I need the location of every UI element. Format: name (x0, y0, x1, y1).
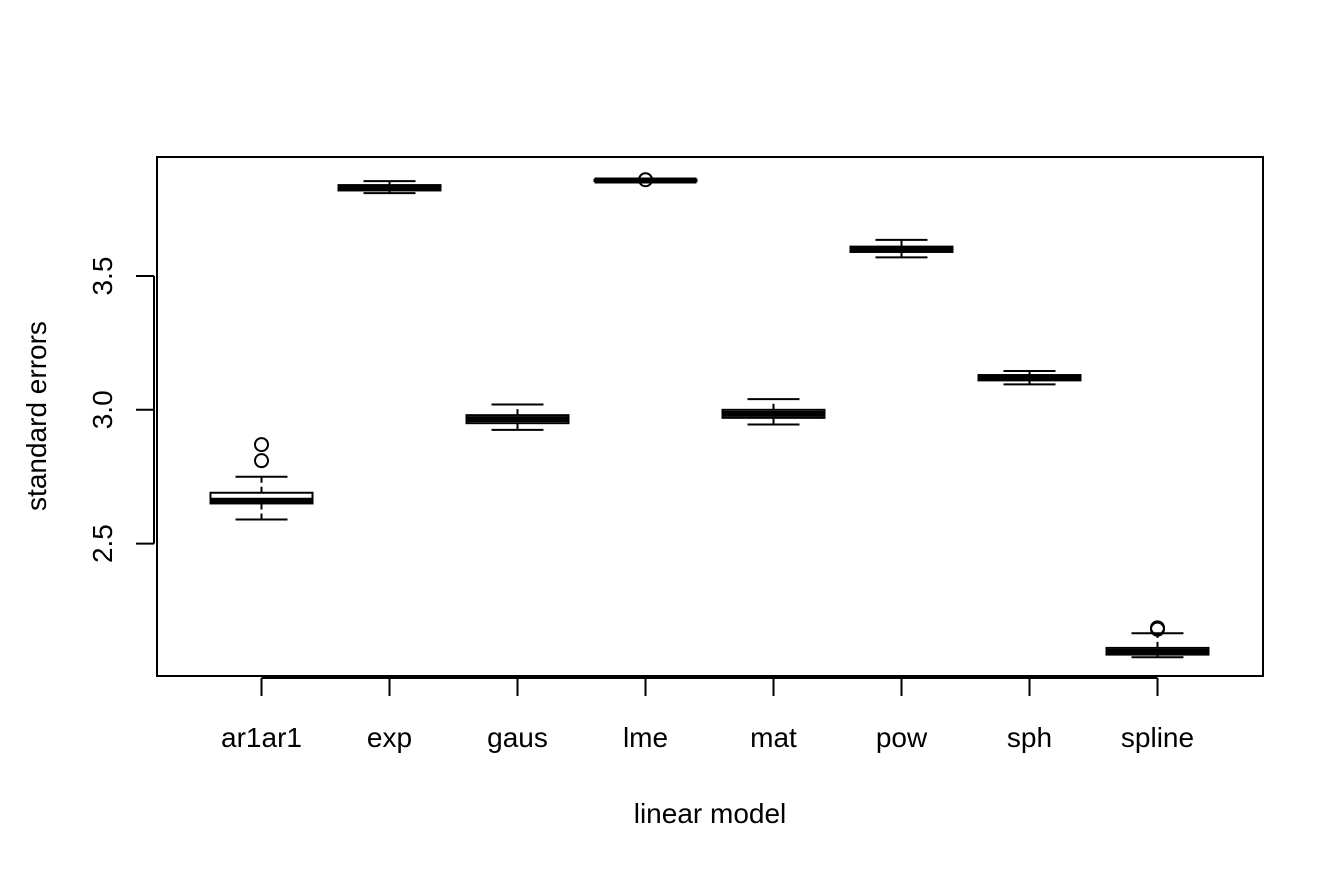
y-tick-label: 3.0 (87, 390, 118, 429)
outlier-point (638, 172, 653, 188)
outlier-point (1150, 620, 1165, 636)
box-gaus (465, 403, 570, 431)
y-axis-label: standard errors (21, 321, 52, 511)
box-mat (721, 398, 826, 426)
boxes-layer (209, 172, 1210, 659)
x-tick-label: ar1ar1 (221, 722, 302, 753)
x-axis: ar1ar1 exp gaus lme mat pow sph spline (221, 677, 1194, 753)
x-tick-label: lme (623, 722, 668, 753)
box-pow (849, 238, 954, 259)
x-tick-label: exp (367, 722, 412, 753)
plot-frame (156, 156, 1264, 677)
x-axis-label: linear model (634, 798, 787, 829)
box-ar1ar1 (209, 437, 314, 521)
x-tick-label: mat (750, 722, 797, 753)
y-tick-label: 3.5 (87, 257, 118, 296)
x-tick-label: gaus (487, 722, 548, 753)
box-spline (1105, 620, 1210, 659)
box-lme (593, 172, 698, 188)
y-axis: 2.5 3.0 3.5 (87, 257, 155, 563)
outlier-point (254, 453, 269, 469)
x-tick-label: spline (1121, 722, 1194, 753)
box-exp (337, 180, 442, 195)
x-tick-label: pow (876, 722, 928, 753)
y-tick-label: 2.5 (87, 524, 118, 563)
box-sph (977, 370, 1082, 386)
x-tick-label: sph (1007, 722, 1052, 753)
outlier-point (254, 437, 269, 453)
